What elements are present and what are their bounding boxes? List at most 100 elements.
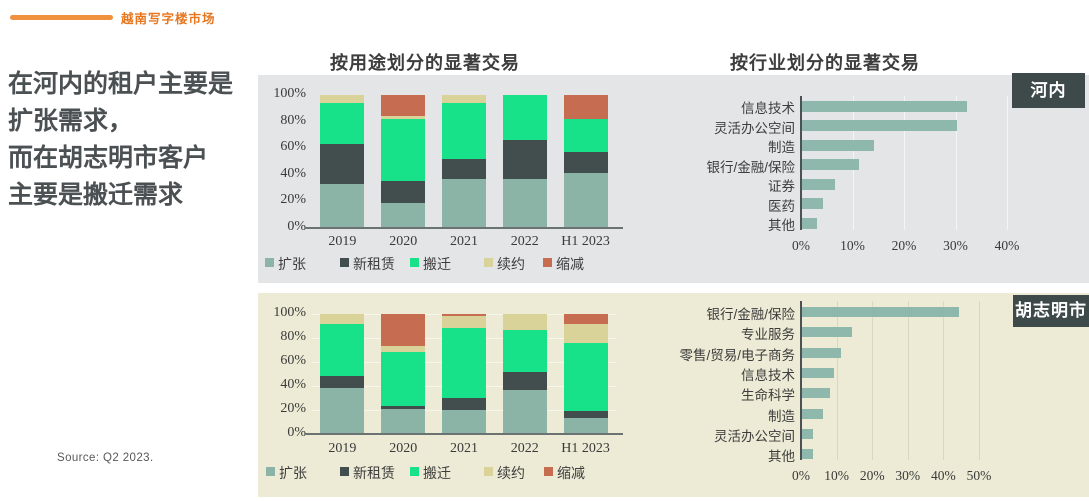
x-axis-tick-label: 40% bbox=[931, 468, 956, 483]
x-axis-category-label: 2021 bbox=[449, 441, 478, 456]
y-axis-tick-label: 0% bbox=[287, 219, 306, 234]
stack-segment-expansion bbox=[381, 408, 426, 434]
stack-segment-relocation bbox=[442, 102, 486, 159]
x-axis-tick-label: 0% bbox=[792, 468, 810, 483]
industry-bar bbox=[802, 198, 823, 209]
stack-segment-new-lease bbox=[502, 371, 547, 390]
headline: 在河内的租户主要是 扩张需求， 而在胡志明市客户 主要是搬迁需求 bbox=[8, 66, 264, 214]
x-axis-tick-label: 30% bbox=[895, 468, 921, 483]
stack-segment-renewal bbox=[442, 95, 486, 103]
gridline-v bbox=[979, 301, 980, 460]
industry-label: 银行/金融/保险 bbox=[706, 307, 795, 322]
x-axis-category-label: H1 2023 bbox=[561, 441, 610, 456]
x-axis-tick-label: 20% bbox=[891, 238, 917, 253]
stack-segment-new-lease bbox=[381, 406, 426, 409]
stack-segment-new-lease bbox=[563, 152, 608, 174]
stack-segment-renewal bbox=[320, 95, 365, 103]
x-axis-category-label: 2020 bbox=[389, 441, 418, 456]
stack-segment-relocation bbox=[563, 342, 608, 412]
stack-segment-new-lease bbox=[442, 398, 486, 410]
legend-swatch-expansion bbox=[265, 258, 274, 267]
industry-label: 零售/贸易/电子商务 bbox=[679, 347, 795, 363]
badge-hcmc: 胡志明市 bbox=[1013, 295, 1089, 327]
stack-segment-contraction bbox=[442, 314, 486, 317]
industry-label: 其他 bbox=[768, 218, 795, 233]
y-axis-line bbox=[800, 301, 802, 460]
industry-label: 专业服务 bbox=[741, 327, 795, 343]
x-axis-line bbox=[305, 433, 623, 435]
gridline-v bbox=[907, 301, 909, 460]
y-axis-tick-label: 60% bbox=[280, 139, 306, 155]
legend-label-relocation: 搬迁 bbox=[423, 465, 451, 481]
legend-label-new-lease: 新租赁 bbox=[353, 256, 395, 272]
industry-bar bbox=[802, 159, 859, 170]
industry-bar bbox=[802, 449, 813, 460]
gridline-v bbox=[836, 301, 838, 460]
stack-segment-expansion bbox=[563, 173, 608, 228]
headline-line-4: 主要是搬迁需求 bbox=[8, 181, 184, 209]
legend-swatch-renewal bbox=[484, 467, 493, 476]
stack-segment-expansion bbox=[320, 388, 365, 434]
chart-title-by-industry: 按行业划分的显著交易 bbox=[730, 53, 920, 73]
stack-segment-expansion bbox=[442, 410, 486, 434]
y-axis-tick-label: 100% bbox=[273, 86, 306, 101]
industry-bar bbox=[802, 347, 842, 358]
legend-swatch-renewal bbox=[484, 258, 493, 267]
industry-bar bbox=[802, 327, 852, 338]
y-axis-tick-label: 60% bbox=[280, 353, 306, 368]
stack-segment-relocation bbox=[502, 329, 547, 372]
x-axis-category-label: H1 2023 bbox=[561, 234, 610, 249]
industry-label: 其他 bbox=[768, 449, 795, 465]
page-tag: 越南写字楼市场 bbox=[121, 12, 216, 26]
industry-bar bbox=[802, 307, 959, 317]
x-axis-tick-label: 20% bbox=[859, 468, 885, 483]
industry-bar bbox=[802, 139, 875, 151]
x-axis-category-label: 2019 bbox=[328, 441, 357, 456]
stack-segment-renewal bbox=[320, 314, 365, 324]
legend-label-contraction: 缩减 bbox=[556, 256, 584, 272]
legend-swatch-relocation bbox=[410, 467, 419, 476]
legend-label-renewal: 续约 bbox=[497, 465, 525, 481]
y-axis-tick-label: 80% bbox=[280, 329, 306, 344]
chart-title-by-use: 按用途划分的显著交易 bbox=[330, 53, 520, 73]
gridline-v bbox=[872, 301, 874, 460]
x-axis-tick-label: 30% bbox=[943, 238, 968, 253]
source-note: Source: Q2 2023. bbox=[57, 452, 154, 464]
stack-segment-relocation bbox=[502, 95, 547, 141]
accent-line bbox=[10, 15, 113, 20]
stack-segment-expansion bbox=[563, 418, 608, 434]
industry-label: 生命科学 bbox=[741, 388, 795, 404]
industry-label: 证券 bbox=[768, 179, 795, 194]
headline-line-2: 扩张需求， bbox=[8, 107, 134, 135]
legend-swatch-new-lease bbox=[340, 467, 349, 476]
stack-segment-renewal bbox=[502, 314, 547, 330]
legend-swatch-contraction bbox=[543, 258, 552, 267]
legend-label-expansion: 扩张 bbox=[279, 465, 307, 481]
stack-segment-new-lease bbox=[502, 140, 547, 179]
legend-swatch-new-lease bbox=[340, 258, 349, 267]
industry-label: 医药 bbox=[768, 198, 795, 214]
stack-segment-new-lease bbox=[320, 376, 365, 389]
x-axis-category-label: 2021 bbox=[449, 234, 478, 249]
x-axis-category-label: 2022 bbox=[510, 441, 539, 456]
industry-label: 信息技术 bbox=[741, 367, 795, 383]
x-axis-tick-label: 40% bbox=[994, 238, 1020, 253]
stack-segment-expansion bbox=[502, 178, 547, 228]
stack-segment-new-lease bbox=[381, 181, 426, 203]
industry-bar bbox=[802, 388, 831, 399]
y-axis-line bbox=[800, 96, 802, 230]
stack-segment-renewal bbox=[563, 323, 608, 343]
headline-line-1: 在河内的租户主要是 bbox=[8, 70, 234, 98]
y-axis-tick-label: 0% bbox=[287, 425, 306, 440]
stack-segment-renewal bbox=[381, 116, 426, 119]
industry-bar bbox=[802, 120, 957, 131]
stack-segment-relocation bbox=[563, 118, 608, 153]
legend-label-relocation: 搬迁 bbox=[423, 256, 451, 272]
industry-label: 灵活办公空间 bbox=[714, 120, 795, 136]
industry-bar bbox=[802, 100, 967, 112]
legend-swatch-contraction bbox=[544, 467, 553, 476]
industry-label: 灵活办公空间 bbox=[714, 428, 795, 444]
stack-segment-contraction bbox=[563, 95, 608, 119]
stack-segment-contraction bbox=[381, 95, 426, 117]
